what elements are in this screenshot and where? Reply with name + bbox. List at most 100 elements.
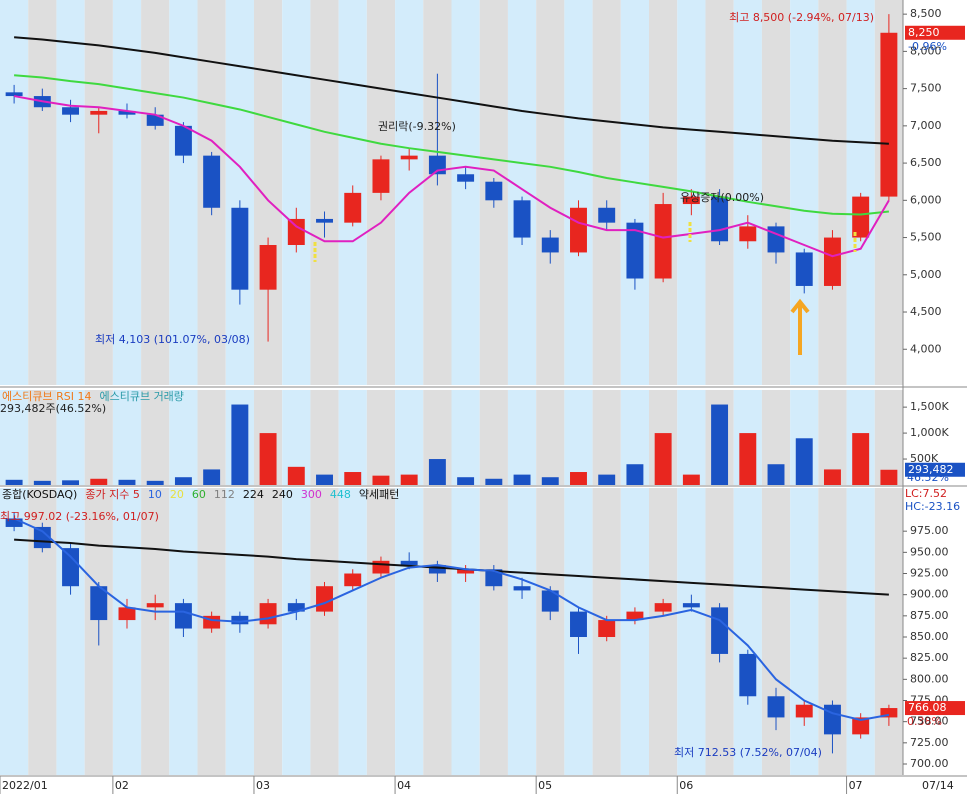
- volume-bar: [767, 464, 785, 485]
- volume-bar: [739, 433, 757, 485]
- axis-area: [903, 0, 967, 794]
- x-tick-label: 07: [849, 779, 863, 792]
- y-tick-label: 725.00: [910, 736, 949, 749]
- volume-bar: [457, 477, 475, 485]
- candle-body: [541, 590, 559, 612]
- day-stripe: [366, 488, 396, 775]
- day-stripe: [733, 488, 762, 775]
- event-label: 권리락(-9.32%): [378, 120, 456, 133]
- volume-bar: [626, 464, 644, 485]
- volume-bar: [711, 404, 729, 485]
- candle-body: [626, 611, 644, 621]
- candle-body: [316, 218, 333, 223]
- day-stripe: [0, 0, 29, 385]
- day-stripe: [141, 390, 170, 485]
- candle-body: [400, 155, 418, 160]
- legend-entry: 300: [301, 488, 322, 501]
- candle-body: [485, 181, 503, 201]
- candle-body: [541, 237, 559, 253]
- day-stripe: [677, 488, 706, 775]
- candle-body: [287, 218, 305, 245]
- last-value: 8,250: [908, 26, 940, 39]
- volume-bar: [570, 472, 587, 485]
- day-stripe: [282, 488, 311, 775]
- candle-body: [344, 192, 362, 223]
- volume-bar: [880, 469, 898, 485]
- day-stripe: [169, 0, 198, 385]
- y-tick-label: 6,500: [910, 156, 942, 169]
- y-tick-label: 7,000: [910, 119, 942, 132]
- day-stripe: [338, 488, 367, 775]
- arrow: [313, 222, 857, 262]
- day-stripe: [620, 0, 650, 385]
- day-stripe: [310, 488, 339, 775]
- day-stripe: [141, 488, 170, 775]
- low-label: 최저 4,103 (101.07%, 03/08): [95, 333, 250, 346]
- candle-body: [344, 573, 362, 587]
- day-stripe: [790, 488, 819, 775]
- legend-entry: 에스티큐브 거래량: [99, 390, 183, 403]
- y-tick-label: 5,000: [910, 268, 942, 281]
- day-stripe: [507, 488, 537, 775]
- legend-entry: 20: [170, 488, 184, 501]
- candle-body: [259, 245, 277, 290]
- y-tick-label: 4,500: [910, 305, 942, 318]
- overlay: 최고 8,500 (-2.94%, 07/13) 최저 4,103 (101.0…: [0, 7, 965, 794]
- volume-bar: [62, 480, 80, 485]
- day-stripe: [0, 488, 29, 775]
- day-stripe: [112, 0, 142, 385]
- volume-bar: [146, 480, 164, 485]
- last-change: 0.38%: [907, 715, 942, 728]
- candle-body: [767, 226, 785, 253]
- day-stripe: [649, 0, 678, 385]
- candle-body: [287, 603, 305, 612]
- candle-body: [372, 560, 390, 574]
- candle-body: [33, 526, 51, 549]
- y-tick-label: 950.00: [910, 545, 949, 558]
- candle-body: [626, 222, 644, 279]
- day-stripe: [84, 390, 113, 485]
- volume-bar: [852, 433, 870, 485]
- day-stripe: [28, 390, 57, 485]
- last-date: 07/14: [922, 779, 954, 792]
- candle-body: [174, 125, 192, 156]
- day-stripe: [874, 488, 903, 775]
- y-tick-label: 4,000: [910, 342, 942, 355]
- volume-bar: [90, 478, 108, 485]
- y-tick-label: 750.00: [910, 715, 949, 728]
- day-stripe: [84, 0, 113, 385]
- day-stripe: [846, 0, 875, 385]
- volume-bar: [344, 472, 362, 485]
- candle-body: [316, 586, 333, 612]
- candle-body: [711, 607, 729, 654]
- candle-body: [457, 174, 475, 182]
- candle-body: [598, 620, 616, 638]
- candle-body: [146, 603, 164, 608]
- candle-body: [62, 107, 80, 115]
- volume-bar: [118, 479, 136, 485]
- candle-body: [400, 560, 418, 566]
- volume-bar: [485, 478, 503, 485]
- candle-body: [118, 607, 136, 621]
- candle-body: [823, 237, 841, 286]
- day-stripe: [451, 390, 480, 485]
- day-stripe: [423, 488, 452, 775]
- low-label: 최저 712.53 (7.52%, 07/04): [674, 746, 822, 759]
- volume-bar: [231, 404, 249, 485]
- y-tick-label: 850.00: [910, 630, 949, 643]
- candle-body: [372, 159, 390, 193]
- day-stripe: [395, 390, 424, 485]
- day-stripe: [790, 0, 819, 385]
- candle-body: [852, 196, 870, 238]
- candle-body: [513, 586, 531, 591]
- day-stripe: [564, 0, 593, 385]
- y-tick-label: 8,000: [910, 44, 942, 57]
- y-tick-label: 1,000K: [910, 426, 949, 439]
- volume-bar: [174, 477, 192, 485]
- volume-bar: [316, 474, 333, 485]
- y-tick-label: 6,000: [910, 193, 942, 206]
- candle-body: [654, 603, 672, 612]
- candle-body: [90, 586, 108, 621]
- y-tick-label: 925.00: [910, 567, 949, 580]
